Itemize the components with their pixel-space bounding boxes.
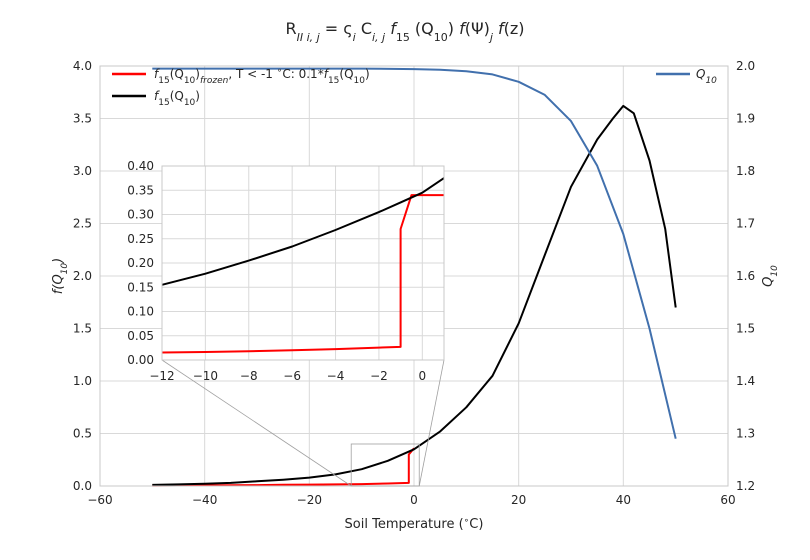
y-left-tick-label: 1.0 bbox=[73, 374, 92, 388]
inset-x-tick-label: −4 bbox=[327, 369, 345, 383]
x-tick-label: −20 bbox=[297, 493, 322, 507]
inset-y-tick-label: 0.40 bbox=[127, 159, 154, 173]
legend-label-frozen: f15(Q10)frozen, T < -1 ∘C: 0.1*f15(Q10) bbox=[154, 66, 370, 86]
main-series-lines bbox=[152, 67, 677, 487]
y-right-tick-label: 1.5 bbox=[736, 322, 755, 336]
x-tick-label: 20 bbox=[511, 493, 526, 507]
x-tick-label: 0 bbox=[410, 493, 418, 507]
inset-frame bbox=[161, 165, 445, 361]
f15-line bbox=[152, 104, 677, 486]
inset-y-tick-label: 0.20 bbox=[127, 256, 154, 270]
inset-x-tick-label: −2 bbox=[370, 369, 388, 383]
zoom-region-box bbox=[350, 443, 420, 487]
q10-line bbox=[152, 67, 677, 439]
inset-y-tick-label: 0.35 bbox=[127, 183, 154, 197]
y-left-tick-label: 0.5 bbox=[73, 427, 92, 441]
inset-f15-line bbox=[161, 177, 445, 286]
inset-y-tick-label: 0.05 bbox=[127, 329, 154, 343]
inset-y-tick-label: 0.00 bbox=[127, 353, 154, 367]
y-right-tick-label: 1.8 bbox=[736, 164, 755, 178]
y-right-tick-label: 1.4 bbox=[736, 374, 755, 388]
chart-title: RII i, j = ςi Ci, j f15 (Q10) f(Ψ)j f(z) bbox=[285, 19, 524, 44]
inset-x-tick-label: −6 bbox=[283, 369, 301, 383]
legend-label-f15: f15(Q10) bbox=[154, 89, 200, 108]
inset-y-tick-label: 0.25 bbox=[127, 232, 154, 246]
legends: f15(Q10)frozen, T < -1 ∘C: 0.1*f15(Q10) f… bbox=[112, 66, 717, 108]
inset-y-tick-label: 0.10 bbox=[127, 305, 154, 319]
y-left-tick-label: 2.0 bbox=[73, 269, 92, 283]
axis-labels: RII i, j = ςi Ci, j f15 (Q10) f(Ψ)j f(z)… bbox=[51, 19, 780, 532]
x-tick-label: −60 bbox=[87, 493, 112, 507]
inset-f15-frozen-line bbox=[161, 194, 444, 354]
x-tick-label: −40 bbox=[192, 493, 217, 507]
inset-x-tick-label: 0 bbox=[418, 369, 426, 383]
inset-y-tick-label: 0.15 bbox=[127, 280, 154, 294]
f15-frozen-line bbox=[152, 447, 415, 487]
y-left-tick-label: 1.5 bbox=[73, 322, 92, 336]
zoom-indicator bbox=[161, 359, 445, 487]
x-tick-label: 40 bbox=[616, 493, 631, 507]
y-left-tick-label: 3.0 bbox=[73, 164, 92, 178]
y-right-tick-label: 2.0 bbox=[736, 59, 755, 73]
inset-x-tick-label: −8 bbox=[240, 369, 258, 383]
x-axis-label: Soil Temperature (∘C) bbox=[345, 516, 484, 532]
y-right-tick-label: 1.7 bbox=[736, 217, 755, 231]
x-tick-label: 60 bbox=[720, 493, 735, 507]
y-left-tick-label: 0.0 bbox=[73, 479, 92, 493]
y-right-tick-label: 1.6 bbox=[736, 269, 755, 283]
inset-x-tick-label: −12 bbox=[149, 369, 174, 383]
inset-x-tick-label: −10 bbox=[193, 369, 218, 383]
inset-y-tick-label: 0.30 bbox=[127, 208, 154, 222]
zoom-connector-line bbox=[418, 359, 445, 487]
zoom-connector-line bbox=[161, 359, 352, 487]
y-right-tick-label: 1.2 bbox=[736, 479, 755, 493]
legend-label-q10: Q10 bbox=[696, 67, 717, 86]
y-left-axis-label: f(Q10) bbox=[51, 258, 70, 294]
y-left-tick-label: 3.5 bbox=[73, 112, 92, 126]
y-right-tick-label: 1.3 bbox=[736, 427, 755, 441]
y-left-tick-label: 4.0 bbox=[73, 59, 92, 73]
y-right-tick-label: 1.9 bbox=[736, 112, 755, 126]
inset-chart: −12 −10 −8 −6 −4 −2 0 0.00 0.05 0.10 0.15 0.20 0.25 0… bbox=[127, 159, 445, 383]
y-right-axis-label: Q10 bbox=[761, 265, 780, 287]
y-left-tick-label: 2.5 bbox=[73, 217, 92, 231]
